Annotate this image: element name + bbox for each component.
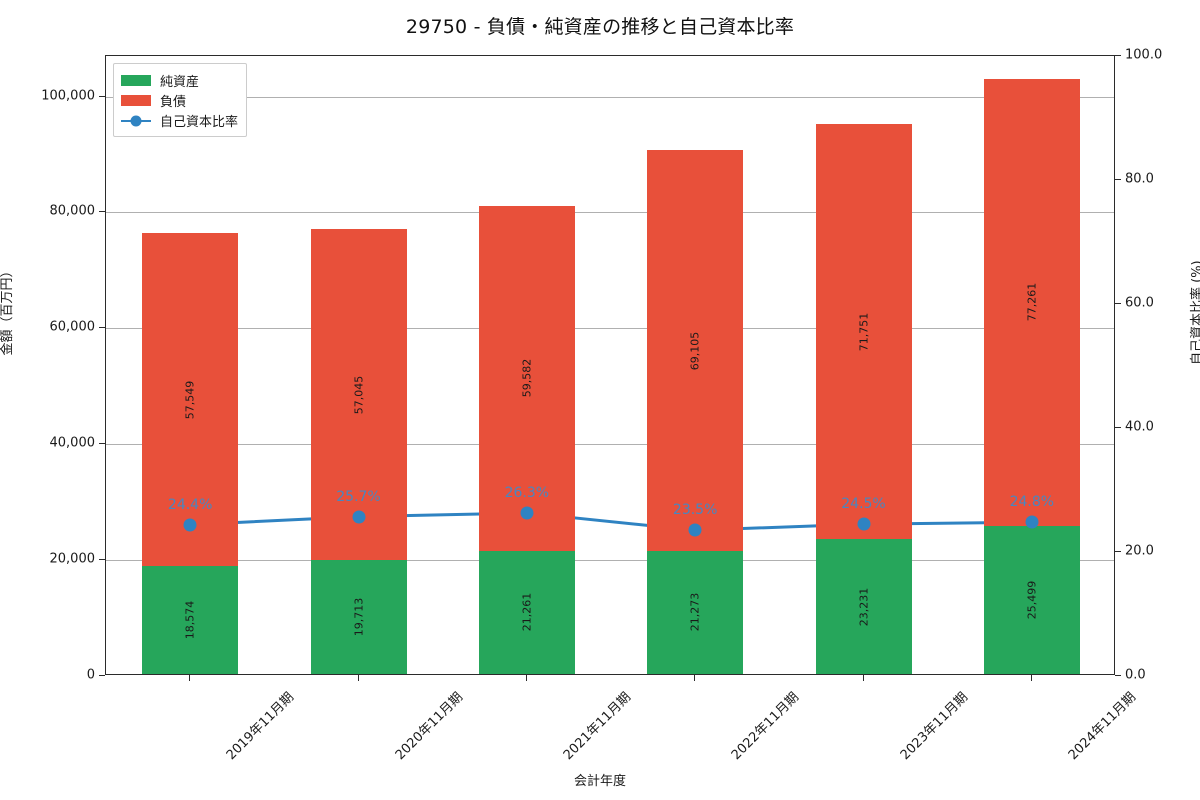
legend-item-net-assets: 純資産 bbox=[121, 70, 238, 90]
x-axis-tick-mark bbox=[862, 675, 864, 681]
gridline bbox=[106, 328, 1114, 330]
bar-value-label-liabilities: 71,751 bbox=[857, 312, 870, 351]
x-axis-tick-label: 2020年11月期 bbox=[392, 689, 466, 764]
legend-swatch-liabilities bbox=[121, 94, 151, 106]
y-axis-tick-label-left: 80,000 bbox=[49, 203, 96, 219]
y-axis-tick-mark-left bbox=[99, 675, 105, 676]
gridline bbox=[106, 212, 1114, 214]
bar-segment-net-assets[interactable]: 19,713 bbox=[310, 559, 407, 674]
x-axis-tick-label: 2023年11月期 bbox=[897, 689, 971, 764]
y-axis-tick-mark-right bbox=[1115, 427, 1121, 428]
y-axis-label-left: 金額（百万円） bbox=[0, 264, 15, 356]
legend-label-equity-ratio: 自己資本比率 bbox=[160, 114, 239, 130]
legend-item-liabilities: 負債 bbox=[121, 90, 238, 110]
bar-segment-liabilities[interactable]: 77,261 bbox=[983, 78, 1080, 527]
plot-area: 57,549 18,574 57,045 19,713 59,582 21,261 69,1… bbox=[105, 55, 1115, 675]
equity-ratio-marker[interactable] bbox=[1025, 515, 1039, 529]
y-axis-tick-label-right: 40.0 bbox=[1125, 419, 1154, 435]
bar-segment-liabilities[interactable]: 59,582 bbox=[478, 205, 575, 551]
bar-segment-net-assets[interactable]: 21,273 bbox=[647, 550, 744, 674]
equity-ratio-value-label: 25.7% bbox=[336, 488, 381, 505]
y-axis-tick-mark-left bbox=[99, 559, 105, 561]
x-axis-tick-mark bbox=[1030, 675, 1032, 681]
bar-segment-net-assets[interactable]: 23,231 bbox=[815, 539, 912, 674]
x-axis-tick-mark bbox=[357, 675, 359, 681]
y-axis-tick-label-left: 20,000 bbox=[49, 551, 96, 567]
bar-segment-liabilities[interactable]: 57,549 bbox=[142, 232, 239, 567]
y-axis-tick-label-left: 60,000 bbox=[49, 319, 96, 335]
equity-ratio-marker[interactable] bbox=[183, 518, 197, 532]
y-axis-tick-mark-right bbox=[1115, 303, 1121, 304]
equity-ratio-marker[interactable] bbox=[352, 510, 365, 524]
bar-value-label-liabilities: 59,582 bbox=[520, 358, 534, 398]
bar-value-label-net-assets: 21,261 bbox=[520, 593, 534, 632]
equity-ratio-value-label: 23.5% bbox=[672, 502, 718, 519]
bar-segment-net-assets[interactable]: 25,499 bbox=[983, 526, 1080, 674]
y-axis-tick-mark-left bbox=[99, 211, 105, 213]
equity-ratio-marker[interactable] bbox=[520, 506, 534, 520]
y-axis-tick-mark-left bbox=[99, 327, 105, 329]
y-axis-tick-label-right: 20.0 bbox=[1125, 543, 1154, 559]
gridline bbox=[106, 560, 1114, 562]
bar-segment-net-assets[interactable]: 18,574 bbox=[142, 566, 239, 674]
bar-segment-net-assets[interactable]: 21,261 bbox=[478, 550, 575, 674]
gridline bbox=[106, 96, 1114, 98]
y-axis-tick-mark-right bbox=[1115, 179, 1121, 180]
x-axis-tick-label: 2021年11月期 bbox=[560, 689, 634, 764]
bar-value-label-net-assets: 21,273 bbox=[688, 593, 702, 632]
bar-value-label-net-assets: 25,499 bbox=[1025, 580, 1039, 620]
bar-value-label-liabilities: 57,549 bbox=[183, 380, 197, 419]
y-axis-tick-label-right: 80.0 bbox=[1125, 171, 1154, 187]
y-axis-tick-label-right: 100.0 bbox=[1125, 47, 1163, 63]
y-axis-tick-label-right: 60.0 bbox=[1125, 295, 1154, 311]
x-axis-label: 会計年度 bbox=[573, 774, 626, 789]
bar-segment-liabilities[interactable]: 69,105 bbox=[647, 150, 744, 551]
equity-ratio-marker[interactable] bbox=[857, 517, 870, 531]
chart-legend: 純資産 負債 自己資本比率 bbox=[113, 63, 248, 137]
x-axis-tick-label: 2019年11月期 bbox=[223, 689, 298, 764]
bar-value-label-liabilities: 77,261 bbox=[1025, 283, 1039, 322]
x-axis-tick-label: 2022年11月期 bbox=[728, 689, 803, 764]
equity-ratio-value-label: 24.4% bbox=[167, 496, 213, 513]
legend-item-equity-ratio: 自己資本比率 bbox=[121, 110, 238, 130]
y-axis-tick-label-left: 100,000 bbox=[41, 88, 95, 104]
legend-line-equity-ratio bbox=[121, 115, 151, 126]
y-axis-tick-label-left: 0 bbox=[86, 667, 95, 683]
ratio-line-svg bbox=[190, 511, 1032, 532]
y-axis-label-right: 自己資本比率 (%) bbox=[1190, 260, 1200, 365]
y-axis-tick-mark-left bbox=[99, 443, 105, 445]
legend-label-net-assets: 純資産 bbox=[160, 74, 200, 90]
equity-ratio-value-label: 26.3% bbox=[504, 484, 550, 501]
equity-ratio-value-label: 24.5% bbox=[841, 496, 886, 513]
y-axis-tick-mark-left bbox=[99, 95, 105, 97]
bar-segment-liabilities[interactable]: 71,751 bbox=[815, 123, 912, 540]
y-axis-tick-mark-right bbox=[1115, 675, 1121, 676]
bar-value-label-liabilities: 57,045 bbox=[352, 375, 365, 414]
chart-title: 29750 - 負債・純資産の推移と自己資本比率 bbox=[405, 16, 795, 38]
equity-ratio-value-label: 24.8% bbox=[1009, 494, 1055, 511]
x-axis-tick-mark bbox=[189, 675, 191, 681]
y-axis-tick-label-left: 40,000 bbox=[49, 435, 96, 451]
y-axis-tick-label-right: 0.0 bbox=[1125, 667, 1146, 683]
bar-value-label-net-assets: 19,713 bbox=[352, 597, 365, 637]
bar-value-label-liabilities: 69,105 bbox=[688, 331, 702, 370]
legend-label-liabilities: 負債 bbox=[160, 94, 187, 110]
x-axis-tick-mark bbox=[525, 675, 527, 681]
gridline bbox=[106, 444, 1114, 446]
bar-value-label-net-assets: 23,231 bbox=[857, 587, 870, 626]
x-axis-tick-mark bbox=[694, 675, 696, 681]
bar-value-label-net-assets: 18,574 bbox=[183, 600, 197, 640]
y-axis-tick-mark-right bbox=[1115, 55, 1121, 56]
y-axis-tick-mark-right bbox=[1115, 551, 1121, 552]
legend-swatch-net-assets bbox=[121, 74, 151, 86]
equity-ratio-marker[interactable] bbox=[688, 523, 702, 537]
x-axis-tick-label: 2024年11月期 bbox=[1065, 689, 1139, 764]
bar-segment-liabilities[interactable]: 57,045 bbox=[310, 229, 407, 560]
